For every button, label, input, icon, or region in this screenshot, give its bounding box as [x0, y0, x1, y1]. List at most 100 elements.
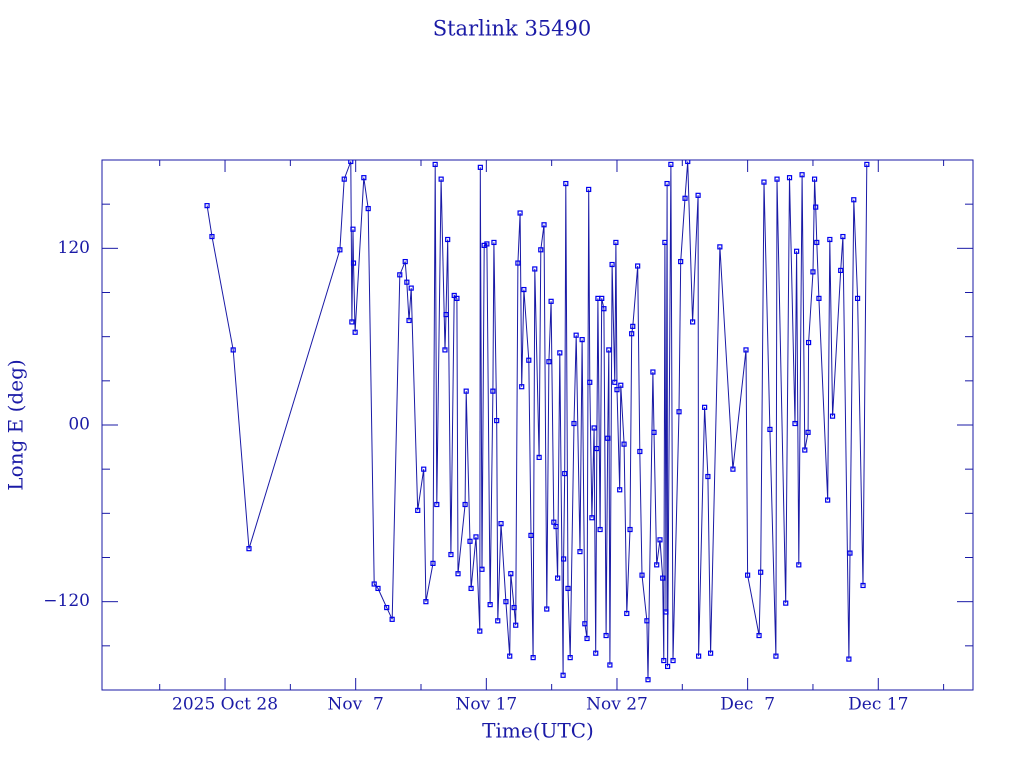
point-marker [730, 466, 736, 472]
point-marker [230, 347, 236, 353]
point-marker [443, 311, 449, 318]
point-marker [553, 523, 559, 530]
point-marker [561, 556, 567, 562]
point-marker [678, 258, 684, 265]
point-marker [491, 239, 497, 246]
point-marker [361, 175, 367, 181]
point-marker [783, 600, 789, 606]
point-marker [348, 160, 354, 165]
point-marker [594, 445, 600, 452]
point-marker [511, 604, 517, 611]
point-marker [579, 337, 585, 343]
point-marker [621, 441, 627, 447]
point-marker [432, 161, 438, 168]
point-marker [609, 261, 615, 268]
point-marker [507, 653, 513, 659]
point-marker [607, 662, 613, 668]
point-marker [498, 521, 504, 527]
point-marker [462, 501, 468, 508]
point-marker [690, 319, 696, 325]
point-marker [563, 180, 569, 187]
y-tick-label: 120 [58, 238, 90, 258]
point-marker [847, 550, 853, 556]
x-tick-label: Nov 17 [455, 695, 517, 715]
point-marker [685, 160, 691, 165]
point-marker [586, 186, 592, 193]
point-marker [662, 239, 668, 246]
point-marker [555, 575, 561, 581]
point-marker [661, 657, 667, 664]
point-marker [584, 635, 590, 642]
point-marker [513, 622, 519, 628]
x-tick-label: Nov 27 [586, 695, 648, 715]
point-marker [702, 404, 708, 410]
point-marker [430, 560, 436, 566]
point-marker [682, 195, 688, 201]
point-marker [591, 425, 597, 431]
point-marker [490, 388, 496, 394]
point-marker [375, 585, 381, 592]
point-marker [695, 192, 701, 198]
point-marker [650, 369, 656, 375]
point-marker [838, 267, 844, 274]
point-marker [796, 562, 802, 568]
point-marker [538, 247, 544, 253]
point-marker [810, 269, 816, 275]
x-tick-label: Dec 7 [720, 695, 775, 715]
point-marker [536, 454, 542, 460]
point-marker [532, 266, 538, 272]
point-marker [606, 347, 612, 353]
point-marker [204, 203, 210, 209]
point-marker [589, 515, 595, 521]
point-marker [805, 429, 811, 435]
point-marker [567, 655, 573, 661]
point-marker [645, 677, 651, 683]
point-marker [630, 323, 636, 329]
point-marker [854, 295, 861, 301]
point-marker [614, 387, 620, 393]
point-marker [350, 226, 356, 232]
point-marker [445, 236, 451, 243]
point-marker [573, 332, 579, 338]
point-marker [599, 295, 605, 301]
point-marker [467, 538, 473, 544]
point-marker [404, 279, 410, 285]
point-marker [406, 317, 412, 324]
point-marker [562, 470, 568, 477]
point-marker [521, 286, 527, 293]
point-marker [454, 295, 460, 301]
point-marker [479, 566, 485, 572]
point-marker [767, 426, 773, 433]
point-marker [503, 599, 509, 605]
point-marker [637, 448, 643, 455]
point-marker [487, 602, 493, 608]
point-marker [665, 663, 671, 670]
point-marker [663, 609, 669, 615]
point-marker [773, 653, 779, 659]
point-marker [397, 272, 403, 278]
point-marker [352, 329, 358, 335]
point-marker [530, 655, 536, 661]
point-marker [587, 379, 593, 385]
point-marker [654, 562, 660, 568]
point-marker [442, 347, 448, 353]
point-marker [508, 571, 514, 577]
point-marker [528, 532, 534, 539]
point-marker [613, 239, 619, 246]
point-marker [477, 164, 483, 170]
y-tick-label: −120 [43, 591, 90, 611]
point-marker [657, 537, 663, 543]
point-marker [546, 359, 552, 365]
point-marker [349, 319, 355, 325]
point-marker [805, 339, 812, 346]
point-marker [786, 175, 793, 181]
point-marker [494, 417, 500, 424]
point-marker [484, 241, 490, 247]
point-marker [761, 179, 767, 185]
y-axis-label: Long E (deg) [4, 359, 28, 490]
point-marker [544, 606, 550, 612]
point-marker [515, 260, 521, 266]
point-marker [246, 546, 252, 552]
point-marker [639, 572, 645, 578]
